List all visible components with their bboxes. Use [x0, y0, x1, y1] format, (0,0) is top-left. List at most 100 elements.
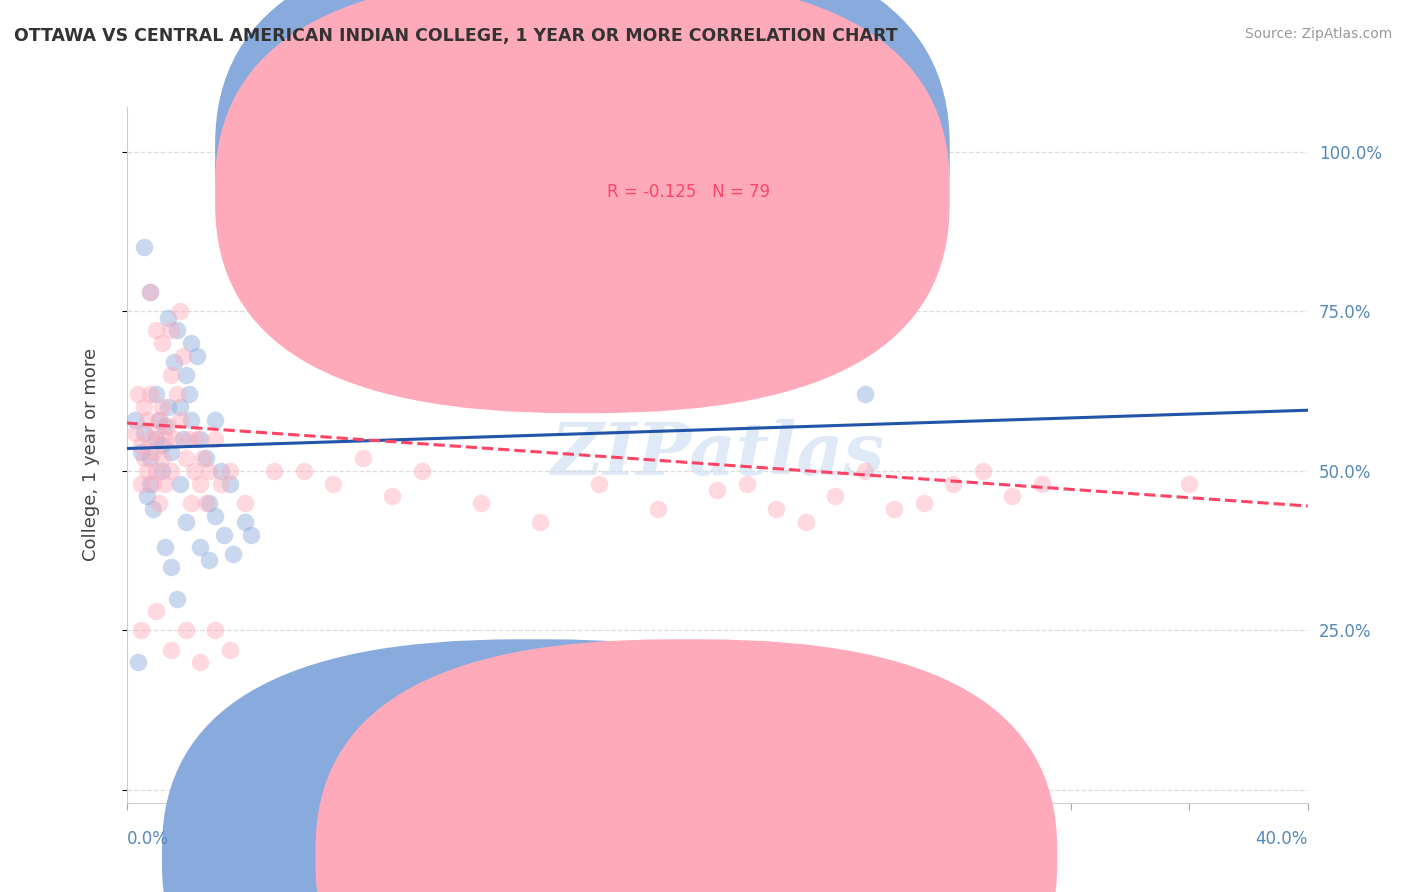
Text: Source: ZipAtlas.com: Source: ZipAtlas.com	[1244, 27, 1392, 41]
Point	[912, 496, 935, 510]
Point	[188, 476, 211, 491]
Point	[156, 310, 179, 325]
Point	[145, 432, 167, 446]
Point	[1178, 476, 1201, 491]
Point	[212, 527, 235, 541]
Point	[177, 432, 200, 446]
Point	[153, 541, 176, 555]
Point	[139, 285, 162, 300]
Point	[129, 444, 153, 458]
Point	[706, 719, 728, 733]
Point	[124, 413, 146, 427]
Point	[134, 451, 156, 466]
Point	[139, 451, 162, 466]
Point	[145, 604, 167, 618]
Point	[156, 400, 179, 414]
Point	[136, 490, 159, 504]
Point	[195, 451, 218, 466]
Point	[145, 387, 167, 401]
Point	[153, 476, 176, 491]
Point	[411, 464, 433, 478]
Point	[853, 387, 876, 401]
Point	[180, 496, 202, 510]
Point	[159, 559, 183, 574]
Point	[134, 425, 156, 440]
Point	[972, 464, 994, 478]
Point	[529, 515, 551, 529]
Point	[166, 387, 188, 401]
Point	[127, 387, 149, 401]
Text: 40.0%: 40.0%	[1256, 830, 1308, 847]
Point	[148, 413, 170, 427]
Point	[136, 464, 159, 478]
Point	[198, 496, 221, 510]
Point	[204, 413, 226, 427]
Point	[219, 464, 242, 478]
Point	[239, 527, 262, 541]
Point	[883, 502, 905, 516]
Point	[172, 349, 194, 363]
Point	[174, 624, 197, 638]
Point	[129, 624, 153, 638]
Point	[183, 464, 205, 478]
Point	[142, 444, 165, 458]
Point	[222, 547, 245, 561]
Point	[159, 368, 183, 383]
Point	[219, 476, 242, 491]
Point	[765, 502, 787, 516]
Point	[706, 483, 728, 497]
Point	[174, 515, 197, 529]
Point	[470, 496, 492, 510]
Point	[166, 591, 188, 606]
Text: Ottawa: Ottawa	[558, 847, 617, 865]
Point	[129, 476, 153, 491]
Point	[204, 432, 226, 446]
Point	[150, 438, 173, 452]
Point	[166, 323, 188, 337]
Point	[853, 464, 876, 478]
Point	[156, 419, 179, 434]
Point	[169, 400, 191, 414]
Point	[169, 476, 191, 491]
Point	[150, 336, 173, 351]
Point	[150, 451, 173, 466]
Point	[188, 656, 211, 670]
Point	[150, 464, 173, 478]
Point	[139, 432, 162, 446]
Text: R = 0.043   N = 47: R = 0.043 N = 47	[607, 144, 765, 161]
Point	[129, 438, 153, 452]
Point	[124, 425, 146, 440]
Point	[163, 432, 186, 446]
Point	[1001, 490, 1024, 504]
Point	[588, 476, 610, 491]
Point	[186, 349, 208, 363]
Text: 0.0%: 0.0%	[127, 830, 169, 847]
Text: OTTAWA VS CENTRAL AMERICAN INDIAN COLLEGE, 1 YEAR OR MORE CORRELATION CHART: OTTAWA VS CENTRAL AMERICAN INDIAN COLLEG…	[14, 27, 897, 45]
Point	[174, 368, 197, 383]
Point	[148, 413, 170, 427]
Point	[180, 336, 202, 351]
Text: Central American Indians: Central American Indians	[711, 847, 921, 865]
Point	[193, 451, 215, 466]
Point	[209, 464, 232, 478]
Point	[172, 432, 194, 446]
Point	[134, 400, 156, 414]
Point	[292, 464, 315, 478]
Point	[163, 355, 186, 369]
Point	[145, 323, 167, 337]
Point	[219, 642, 242, 657]
Point	[139, 476, 162, 491]
Point	[1031, 476, 1053, 491]
Point	[139, 387, 162, 401]
Point	[159, 444, 183, 458]
Point	[209, 476, 232, 491]
Point	[127, 656, 149, 670]
FancyBboxPatch shape	[162, 640, 904, 892]
FancyBboxPatch shape	[546, 131, 865, 226]
FancyBboxPatch shape	[315, 640, 1057, 892]
Text: ZIPatlas: ZIPatlas	[550, 419, 884, 491]
Point	[159, 323, 183, 337]
Point	[824, 490, 846, 504]
Point	[142, 476, 165, 491]
Point	[169, 413, 191, 427]
